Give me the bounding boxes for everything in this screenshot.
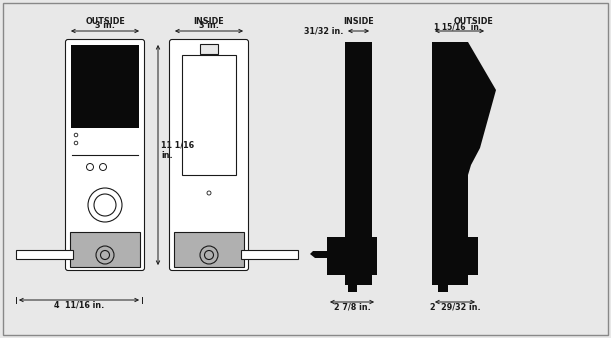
- Bar: [200, 44, 218, 54]
- Polygon shape: [310, 251, 340, 258]
- Bar: [182, 55, 236, 175]
- Text: 31/32 in.: 31/32 in.: [304, 26, 343, 35]
- Text: 3 in.: 3 in.: [95, 21, 115, 30]
- Text: INSIDE: INSIDE: [194, 18, 224, 26]
- Polygon shape: [348, 275, 357, 292]
- Bar: [174, 232, 244, 267]
- FancyBboxPatch shape: [65, 40, 144, 270]
- Polygon shape: [432, 42, 496, 285]
- Polygon shape: [327, 237, 377, 275]
- Text: OUTSIDE: OUTSIDE: [454, 18, 494, 26]
- Bar: [345, 42, 372, 285]
- Polygon shape: [432, 237, 478, 275]
- Text: 2  29/32 in.: 2 29/32 in.: [430, 303, 480, 312]
- Text: 1 15/16  in.: 1 15/16 in.: [434, 22, 481, 31]
- Text: 11 1/16
in.: 11 1/16 in.: [161, 140, 194, 160]
- Bar: [71, 45, 139, 128]
- FancyBboxPatch shape: [169, 40, 249, 270]
- Polygon shape: [438, 275, 448, 292]
- Text: 3 in.: 3 in.: [199, 21, 219, 30]
- Text: OUTSIDE: OUTSIDE: [85, 18, 125, 26]
- Text: 4  11/16 in.: 4 11/16 in.: [54, 301, 104, 310]
- Text: 2 7/8 in.: 2 7/8 in.: [334, 303, 370, 312]
- Polygon shape: [241, 250, 298, 259]
- Polygon shape: [16, 250, 73, 259]
- Bar: [70, 232, 140, 267]
- Text: INSIDE: INSIDE: [343, 18, 374, 26]
